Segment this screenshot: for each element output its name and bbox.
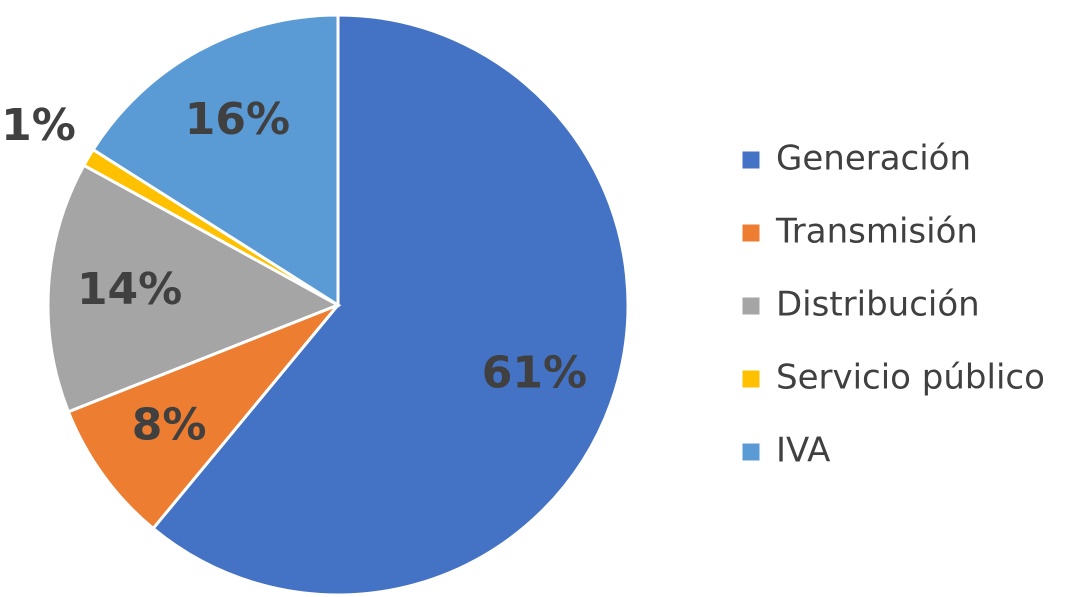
legend-label: Distribución bbox=[776, 285, 980, 325]
pie-slice bbox=[66, 303, 340, 531]
data-label: 8% bbox=[132, 400, 207, 451]
legend-swatch bbox=[741, 150, 761, 170]
legend-label: Servicio público bbox=[776, 358, 1045, 398]
data-label: 14% bbox=[77, 264, 182, 315]
pie-slice bbox=[91, 13, 340, 308]
data-label: 16% bbox=[185, 94, 290, 145]
legend-swatch bbox=[741, 223, 761, 243]
legend-label: Generación bbox=[776, 139, 971, 179]
data-label: 1% bbox=[1, 100, 76, 151]
pie-slice bbox=[46, 163, 342, 414]
data-label: 61% bbox=[482, 348, 587, 399]
pie-slice bbox=[151, 13, 630, 597]
legend-swatch bbox=[741, 296, 761, 316]
legend-label: IVA bbox=[776, 431, 830, 471]
legend-label: Transmisión bbox=[775, 212, 978, 252]
legend-swatch bbox=[741, 442, 761, 462]
legend-swatch bbox=[741, 369, 761, 389]
